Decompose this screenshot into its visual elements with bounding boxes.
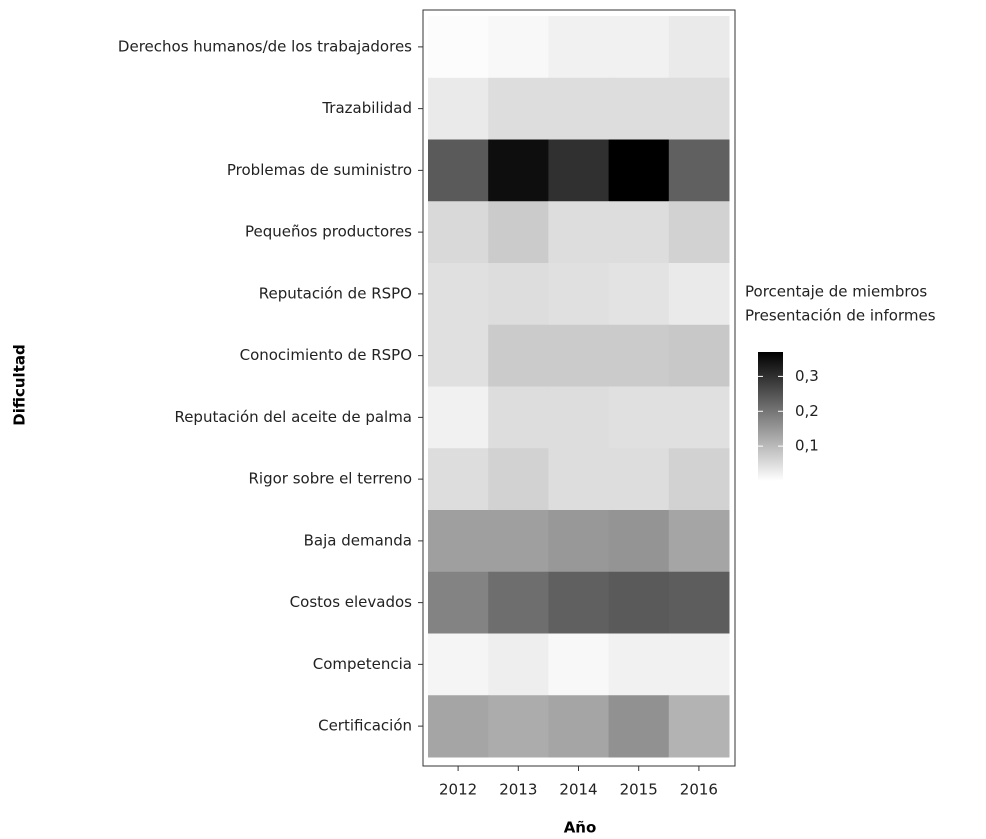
y-tick-label: Problemas de suministro xyxy=(227,161,412,179)
heat-cell xyxy=(488,695,549,758)
heat-cell xyxy=(548,139,610,202)
heat-cell xyxy=(488,77,549,140)
heat-cell xyxy=(608,695,670,758)
heat-cell xyxy=(608,448,670,511)
heat-cell xyxy=(428,139,489,202)
heat-cell xyxy=(668,633,730,696)
heat-cell xyxy=(428,633,489,696)
y-tick-label: Trazabilidad xyxy=(321,99,412,117)
heat-cell xyxy=(668,510,730,573)
heat-cell xyxy=(608,633,670,696)
heat-cell xyxy=(428,16,489,79)
heat-cell xyxy=(548,263,610,326)
heat-cell xyxy=(428,324,489,387)
heat-cell xyxy=(428,571,489,634)
x-tick-label: 2015 xyxy=(620,781,658,799)
y-tick-label: Conocimiento de RSPO xyxy=(240,346,412,364)
heat-cell xyxy=(608,386,670,449)
colorbar-tick-label: 0,1 xyxy=(795,437,819,455)
heat-cell xyxy=(428,77,489,140)
heat-cell xyxy=(548,77,610,140)
heat-cell xyxy=(668,77,730,140)
y-tick-label: Reputación del aceite de palma xyxy=(174,408,412,426)
heat-cell xyxy=(488,633,549,696)
heat-cell xyxy=(548,324,610,387)
heat-cell xyxy=(488,510,549,573)
y-axis-title: Dificultad xyxy=(11,344,29,425)
x-axis-title: Año xyxy=(564,819,597,837)
heat-cell xyxy=(608,201,670,264)
heat-cell xyxy=(608,77,670,140)
heat-cell xyxy=(608,139,670,202)
x-tick-label: 2014 xyxy=(559,781,597,799)
heat-cell xyxy=(428,448,489,511)
heat-cell xyxy=(668,386,730,449)
x-tick-label: 2016 xyxy=(680,781,718,799)
y-tick-label: Baja demanda xyxy=(304,531,412,549)
heat-cell xyxy=(488,16,549,79)
heat-cell xyxy=(608,16,670,79)
heat-cell xyxy=(608,324,670,387)
heat-cell xyxy=(428,386,489,449)
heat-cell xyxy=(668,201,730,264)
legend-title: Porcentaje de miembros xyxy=(745,283,927,301)
x-tick-label: 2013 xyxy=(499,781,537,799)
heat-cell xyxy=(428,201,489,264)
x-tick-label: 2012 xyxy=(439,781,477,799)
heat-cell xyxy=(488,448,549,511)
y-tick-label: Derechos humanos/de los trabajadores xyxy=(118,37,412,55)
heat-cell xyxy=(668,448,730,511)
colorbar-tick-label: 0,2 xyxy=(795,402,819,420)
heat-cell xyxy=(668,139,730,202)
y-tick-label: Certificación xyxy=(318,717,412,735)
colorbar-tick-label: 0,3 xyxy=(795,367,819,385)
y-tick-label: Rigor sobre el terreno xyxy=(249,470,413,488)
heat-cell xyxy=(668,16,730,79)
heat-cell xyxy=(548,448,610,511)
legend-title: Presentación de informes xyxy=(745,307,936,325)
heat-cell xyxy=(668,263,730,326)
heat-cell xyxy=(548,510,610,573)
heat-cell xyxy=(608,571,670,634)
heat-cell xyxy=(608,263,670,326)
heat-cell xyxy=(548,633,610,696)
heat-cell xyxy=(428,263,489,326)
heat-cell xyxy=(548,571,610,634)
y-tick-label: Costos elevados xyxy=(290,593,412,611)
heat-cell xyxy=(548,386,610,449)
y-tick-label: Competencia xyxy=(313,655,412,673)
heat-cell xyxy=(488,324,549,387)
heat-cell xyxy=(488,386,549,449)
heat-cell xyxy=(548,695,610,758)
heat-cell xyxy=(488,201,549,264)
heat-cell xyxy=(428,695,489,758)
colorbar xyxy=(758,352,783,481)
heat-cell xyxy=(668,695,730,758)
heat-cell xyxy=(668,571,730,634)
heat-cell xyxy=(488,139,549,202)
heat-cell xyxy=(488,263,549,326)
heat-cell xyxy=(668,324,730,387)
heat-cell xyxy=(428,510,489,573)
heat-cell xyxy=(548,16,610,79)
y-tick-label: Pequeños productores xyxy=(245,223,412,241)
heat-cell xyxy=(488,571,549,634)
heat-cell xyxy=(608,510,670,573)
heat-cell xyxy=(548,201,610,264)
y-tick-label: Reputación de RSPO xyxy=(259,284,412,302)
